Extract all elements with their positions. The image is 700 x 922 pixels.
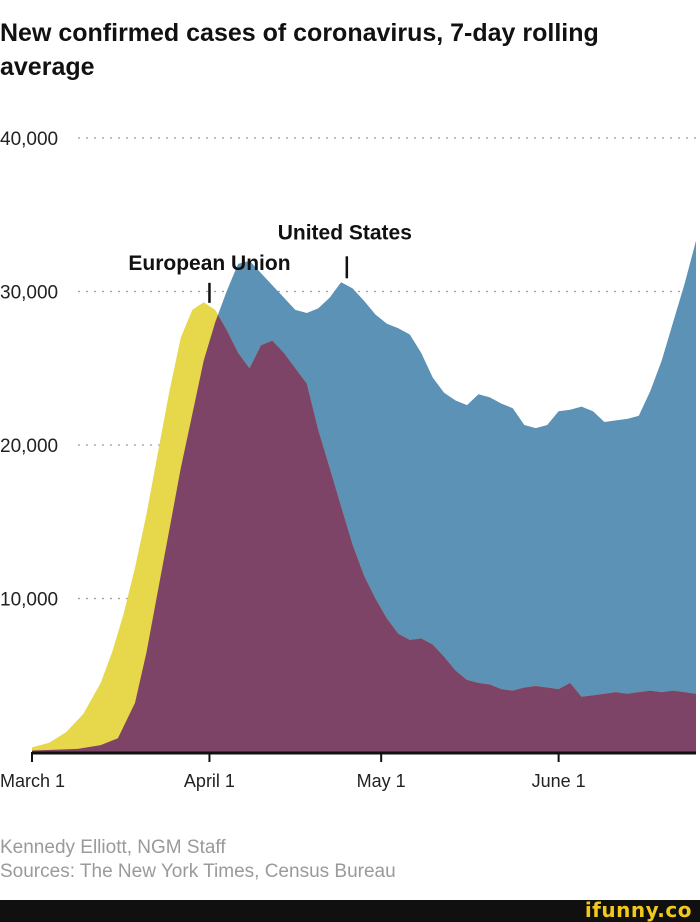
x-tick-label: April 1 (184, 771, 235, 791)
x-tick-label: March 1 (0, 771, 65, 791)
y-tick-label: 40,000 (0, 129, 58, 150)
y-tick-label: 30,000 (0, 283, 58, 304)
y-tick-label: 20,000 (0, 436, 58, 457)
y-tick-label: 10,000 (0, 590, 58, 611)
annotation-european-union: European Union (128, 252, 290, 275)
annotations: United States European Union (128, 221, 412, 303)
y-axis: 10,000 20,000 30,000 40,000 (0, 129, 58, 611)
x-tick-label: June 1 (532, 771, 586, 791)
chart-title: New confirmed cases of coronavirus, 7-da… (0, 19, 599, 81)
x-axis: March 1 April 1 May 1 June 1 (0, 752, 586, 791)
x-tick-label: May 1 (357, 771, 406, 791)
annotation-united-states: United States (278, 221, 412, 244)
footer-bar (0, 900, 700, 922)
source-line: Sources: The New York Times, Census Bure… (0, 861, 396, 882)
credit-line: Kennedy Elliott, NGM Staff (0, 837, 226, 858)
watermark-logo[interactable]: ifunny.co (584, 898, 692, 922)
